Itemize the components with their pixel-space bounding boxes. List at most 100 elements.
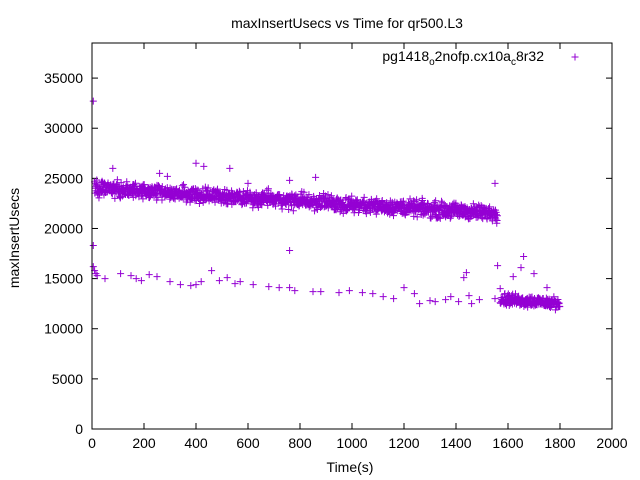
data-point — [465, 292, 473, 300]
data-point — [214, 185, 222, 193]
data-point — [192, 159, 200, 167]
data-point — [186, 198, 194, 206]
data-point — [286, 284, 294, 292]
data-point — [369, 290, 377, 298]
data-point — [293, 193, 301, 201]
legend-label-part-1: pg1418 — [382, 48, 429, 64]
data-point — [348, 192, 356, 200]
data-point — [379, 293, 387, 301]
data-point — [209, 193, 217, 201]
data-point — [478, 213, 486, 221]
legend-marker-symbol — [571, 53, 579, 61]
data-point — [492, 215, 500, 223]
data-point — [244, 179, 252, 187]
legend-marker — [571, 53, 579, 61]
data-point — [494, 262, 502, 270]
ticks-layer: 0 200 400 600 800 1000 1200 1400 1600 1800 2000050… — [44, 43, 628, 451]
data-point — [496, 285, 504, 293]
data-point — [137, 277, 145, 285]
data-point — [286, 176, 294, 184]
data-point — [550, 293, 558, 301]
x-tick-label: 1800 — [544, 435, 575, 451]
data-point — [101, 275, 109, 283]
x-tick-label: 200 — [132, 435, 156, 451]
legend-label-part-2: 2nofp.cx10a — [435, 48, 511, 64]
x-axis-label: Time(s) — [327, 459, 374, 475]
data-point — [475, 296, 483, 304]
data-point — [493, 212, 501, 220]
data-point — [312, 173, 320, 181]
x-tick-label: 1000 — [336, 435, 367, 451]
y-tick-label: 30000 — [44, 120, 83, 136]
data-point — [132, 275, 140, 283]
data-point — [360, 193, 368, 201]
data-point — [152, 190, 160, 198]
y-axis-label: maxInsertUsecs — [6, 188, 22, 288]
data-point — [286, 247, 294, 255]
y-tick-label: 0 — [75, 421, 83, 437]
y-tick-label: 20000 — [44, 220, 83, 236]
data-point — [335, 289, 343, 297]
x-tick-label: 2000 — [596, 435, 627, 451]
data-point — [181, 183, 189, 191]
data-point — [436, 214, 444, 222]
data-point — [236, 278, 244, 286]
data-point — [520, 253, 528, 261]
y-tick-label: 15000 — [44, 271, 83, 287]
data-point — [309, 288, 317, 296]
data-point — [139, 195, 147, 203]
data-point — [113, 176, 121, 184]
data-point — [166, 184, 174, 192]
data-point — [305, 191, 313, 199]
x-tick-label: 0 — [88, 435, 96, 451]
data-point — [447, 293, 455, 301]
data-point — [386, 204, 394, 212]
legend-label-subscript-2: c — [511, 57, 516, 68]
data-point — [265, 283, 273, 291]
data-point — [208, 267, 216, 275]
x-tick-label: 1600 — [492, 435, 523, 451]
data-point — [187, 282, 195, 290]
x-tick-label: 800 — [288, 435, 312, 451]
data-point — [491, 295, 499, 303]
data-point — [447, 213, 455, 221]
data-point — [197, 278, 205, 286]
data-point — [442, 296, 450, 304]
data-point — [226, 164, 234, 172]
data-point — [468, 300, 476, 308]
data-point — [291, 287, 299, 295]
x-tick-label: 600 — [236, 435, 260, 451]
data-point — [93, 272, 101, 280]
data-point — [117, 179, 125, 187]
data-points-layer — [89, 97, 564, 314]
data-point — [156, 169, 164, 177]
data-point — [491, 179, 499, 187]
data-point — [426, 297, 434, 305]
data-point — [344, 206, 352, 214]
plot-frame — [91, 42, 613, 430]
data-point — [390, 295, 398, 303]
data-point — [289, 207, 297, 215]
data-point — [431, 298, 439, 306]
data-point — [249, 281, 257, 289]
data-point — [517, 264, 525, 272]
data-point — [231, 280, 239, 288]
data-point — [117, 270, 125, 278]
x-tick-label: 1400 — [440, 435, 471, 451]
data-point — [264, 185, 272, 193]
legend-label-subscript-1: o — [429, 57, 435, 68]
data-point — [95, 194, 103, 202]
data-point — [131, 179, 139, 187]
data-point — [130, 181, 138, 189]
data-point — [166, 278, 174, 286]
data-point — [140, 181, 148, 189]
data-point — [223, 274, 231, 282]
data-point — [215, 277, 223, 285]
data-point — [176, 281, 184, 289]
x-tick-label: 1200 — [388, 435, 419, 451]
data-point — [530, 270, 538, 278]
x-tick-label: 400 — [184, 435, 208, 451]
legend: pg1418o2nofp.cx10ac8r32 — [382, 48, 579, 68]
data-point — [195, 200, 203, 208]
